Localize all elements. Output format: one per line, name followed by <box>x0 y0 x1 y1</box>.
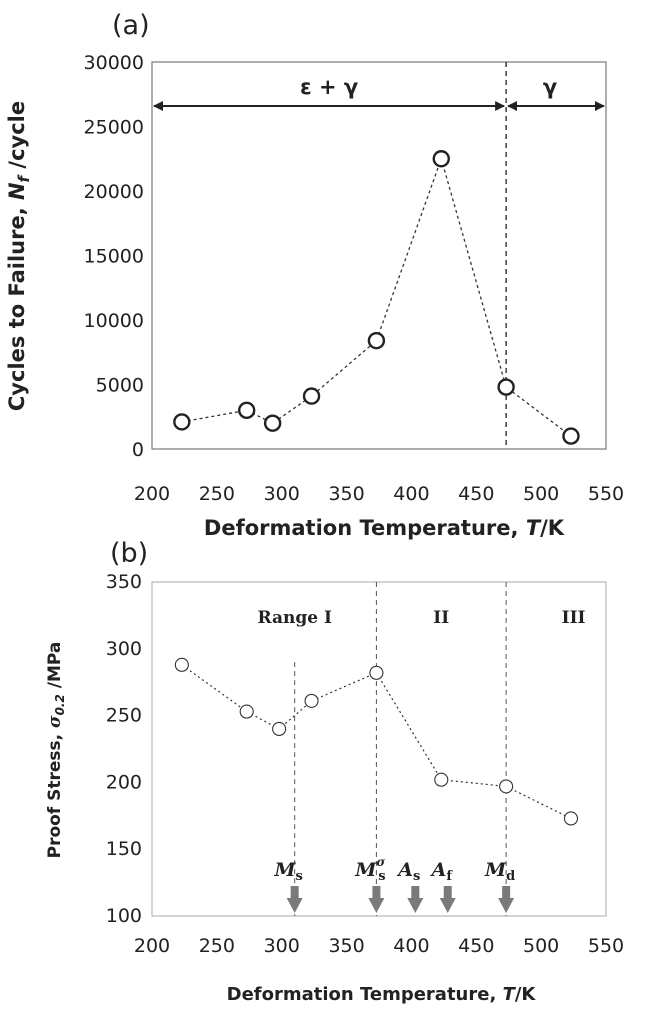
y-axis-title-a: Cycles to Failure, Nf /cycle <box>5 101 33 411</box>
data-point-a <box>432 150 450 168</box>
x-ticks-a: 200 250 300 350 400 450 500 550 <box>134 483 624 505</box>
x-axis-title-a: Deformation Temperature, T/K <box>204 516 565 540</box>
y-tick-label-b: 350 <box>106 571 142 593</box>
transition-label: Af <box>430 859 454 884</box>
chart-b: (b) 100 150 200 250 300 350 200 250 300 350 400 45… <box>45 538 624 1005</box>
annotations-a: ε + γ γ <box>153 62 605 449</box>
y-tick-label-a: 10000 <box>84 310 144 332</box>
x-tick-label-a: 500 <box>523 483 559 505</box>
x-tick-label-b: 500 <box>523 935 559 957</box>
chart-a: (a) 0 5000 10000 15000 20000 25000 30000 200 25… <box>5 10 624 540</box>
x-tick-label-a: 300 <box>264 483 300 505</box>
range-label: II <box>433 608 449 628</box>
plot-area-b <box>151 581 607 917</box>
x-tick-label-b: 400 <box>393 935 429 957</box>
x-tick-label-b: 200 <box>134 935 170 957</box>
x-tick-label-b: 350 <box>328 935 364 957</box>
range-label: III <box>562 608 586 628</box>
y-tick-label-a: 25000 <box>84 117 144 139</box>
series-line-b <box>181 664 572 820</box>
data-point-b <box>499 779 514 794</box>
y-axis-title-b: Proof Stress, σ0.2 /MPa <box>45 642 67 859</box>
y-tick-label-a: 20000 <box>84 181 144 203</box>
range-label: Range I <box>257 608 332 628</box>
x-ticks-b: 200 250 300 350 400 450 500 550 <box>134 935 624 957</box>
y-tick-label-a: 30000 <box>84 52 144 74</box>
phase-label: ε + γ <box>300 75 358 99</box>
x-tick-label-a: 200 <box>134 483 170 505</box>
data-point-b <box>174 657 189 672</box>
y-tick-label-a: 5000 <box>96 375 144 397</box>
data-point-b <box>272 721 287 737</box>
panel-label-a: (a) <box>112 10 150 41</box>
y-tick-label-b: 100 <box>106 905 142 927</box>
transition-arrow <box>439 886 456 913</box>
x-tick-label-b: 550 <box>588 935 624 957</box>
y-tick-label-b: 150 <box>106 838 142 860</box>
series-a <box>173 150 580 445</box>
y-tick-label-b: 250 <box>106 705 142 727</box>
phase-label: γ <box>543 75 557 99</box>
plot-area-a <box>151 61 607 450</box>
series-b <box>174 657 579 826</box>
data-point-a <box>263 414 282 432</box>
data-point-a <box>562 427 580 445</box>
data-point-b <box>369 665 384 680</box>
data-point-a <box>173 413 191 431</box>
transition-arrow <box>368 886 385 913</box>
y-ticks-b: 100 150 200 250 300 350 <box>106 571 142 927</box>
panel-label-b: (b) <box>110 538 148 569</box>
transition-arrow <box>498 886 515 913</box>
transition-arrow <box>407 886 424 913</box>
transition-arrow <box>286 886 303 913</box>
x-tick-label-a: 350 <box>328 483 364 505</box>
y-tick-label-b: 200 <box>106 771 142 793</box>
x-tick-label-b: 300 <box>264 935 300 957</box>
data-point-b <box>563 811 579 826</box>
transition-label: Md <box>484 859 515 884</box>
series-line-a <box>181 156 572 437</box>
data-point-b <box>304 693 319 708</box>
transition-label: As <box>396 859 420 884</box>
transition-label: Ms <box>273 859 302 884</box>
y-tick-label-a: 15000 <box>84 246 144 268</box>
y-tick-label-b: 300 <box>106 638 142 660</box>
data-point-a <box>302 387 321 405</box>
transition-label: Mσ s <box>354 855 385 884</box>
data-point-a <box>497 378 515 396</box>
x-tick-label-a: 450 <box>458 483 494 505</box>
x-tick-label-a: 550 <box>588 483 624 505</box>
data-point-a <box>237 401 256 419</box>
y-ticks-a: 0 5000 10000 15000 20000 25000 30000 <box>84 52 144 461</box>
data-point-b <box>434 772 449 787</box>
x-tick-label-b: 450 <box>458 935 494 957</box>
x-tick-label-b: 250 <box>199 935 235 957</box>
x-tick-label-a: 400 <box>393 483 429 505</box>
y-tick-label-a: 0 <box>132 439 144 461</box>
x-tick-label-a: 250 <box>199 483 235 505</box>
data-point-a <box>367 331 386 350</box>
x-axis-title-b: Deformation Temperature, T/K <box>227 984 537 1005</box>
data-point-b <box>239 704 254 719</box>
